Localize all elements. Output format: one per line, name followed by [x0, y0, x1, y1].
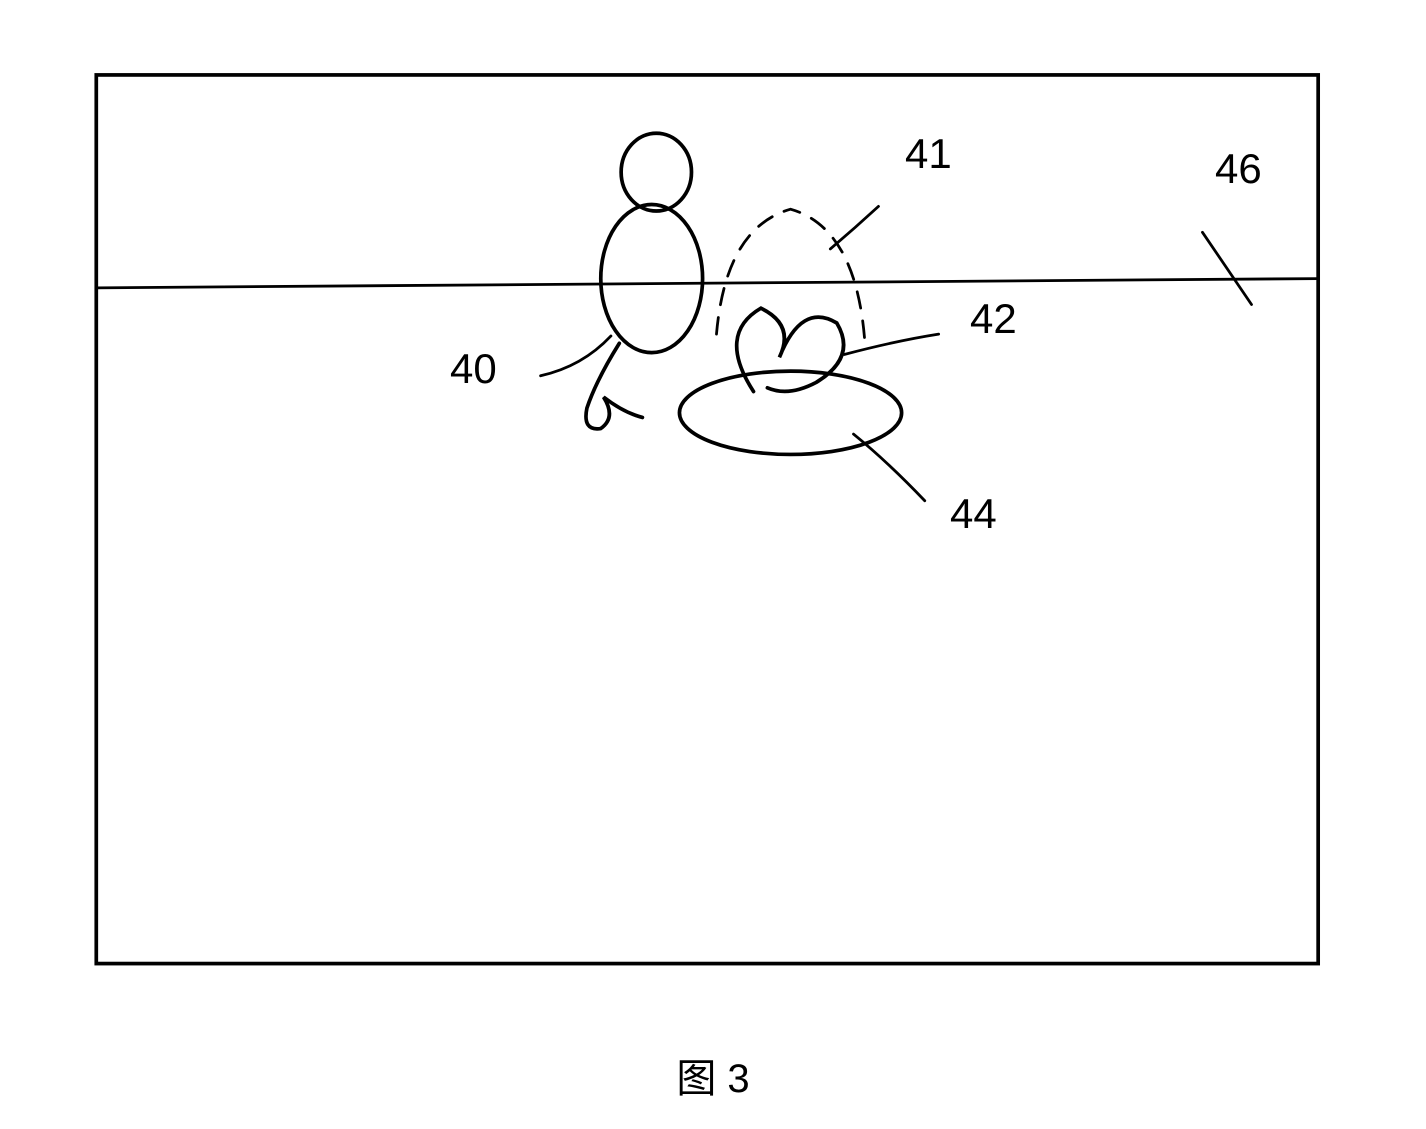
ref-label-40: 40 — [450, 345, 497, 393]
horizon-line — [96, 279, 1318, 288]
base-ellipse — [679, 371, 901, 454]
dashed-dome — [716, 209, 864, 339]
leader-46 — [1202, 232, 1251, 304]
person-head — [621, 133, 691, 211]
figure-caption: 图 3 — [676, 1046, 749, 1104]
person-legs — [586, 343, 642, 428]
ref-label-46: 46 — [1215, 145, 1262, 193]
leader-41 — [830, 206, 878, 249]
diagram-svg — [50, 30, 1370, 990]
ref-label-42: 42 — [970, 295, 1017, 343]
frame-rect — [96, 75, 1318, 964]
diagram-container — [50, 30, 1370, 990]
leader-44 — [853, 434, 924, 501]
plant-shape — [737, 308, 844, 391]
ref-label-44: 44 — [950, 490, 997, 538]
ref-label-41: 41 — [905, 130, 952, 178]
person-body — [601, 205, 703, 353]
leader-40 — [541, 336, 611, 376]
leader-42 — [844, 334, 938, 354]
